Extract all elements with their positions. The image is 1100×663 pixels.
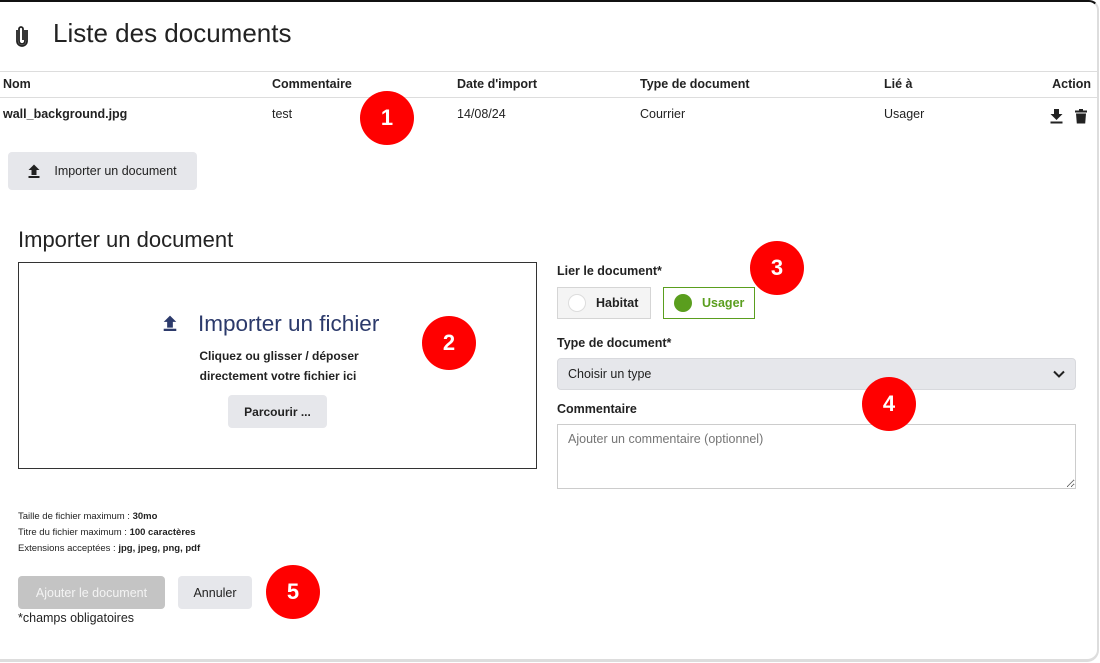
paperclip-icon [16, 26, 28, 47]
cell-type: Courrier [640, 107, 686, 121]
info-extensions: Extensions acceptées : jpg, jpeg, png, p… [18, 543, 201, 554]
col-header-action: Action [1052, 77, 1091, 91]
radio-usager[interactable]: Usager [663, 287, 755, 319]
select-value: Choisir un type [568, 367, 652, 381]
page-title: Liste des documents [53, 18, 292, 48]
col-header-type: Type de document [640, 77, 750, 91]
radio-habitat-label: Habitat [596, 296, 639, 310]
type-label: Type de document* [557, 336, 672, 350]
form-title: Importer un document [18, 227, 234, 252]
col-header-date: Date d'import [457, 77, 538, 91]
dropzone-hint-1: Cliquez ou glisser / déposer [199, 349, 359, 363]
cell-date: 14/08/24 [457, 107, 506, 121]
radio-checked-icon [674, 294, 692, 312]
divider [0, 71, 1097, 72]
upload-icon [163, 315, 177, 331]
link-label: Lier le document* [557, 264, 662, 278]
document-type-select[interactable]: Choisir un type [557, 358, 1076, 390]
annotation-badge: 2 [422, 316, 476, 370]
annotation-badge: 1 [360, 91, 414, 145]
cell-lie: Usager [884, 107, 925, 121]
cancel-button[interactable]: Annuler [178, 576, 252, 609]
chevron-down-icon [1053, 370, 1065, 378]
radio-usager-label: Usager [702, 296, 745, 310]
annotation-badge: 5 [266, 565, 320, 619]
radio-circle-icon [568, 294, 586, 312]
cell-commentaire: test [272, 107, 293, 121]
comment-label: Commentaire [557, 402, 637, 416]
download-icon[interactable] [1050, 109, 1063, 124]
dropzone[interactable]: Importer un fichier Cliquez ou glisser /… [18, 262, 537, 469]
divider [0, 97, 1097, 98]
radio-habitat[interactable]: Habitat [557, 287, 651, 319]
info-max-title: Titre du fichier maximum : 100 caractère… [18, 527, 196, 538]
col-header-nom: Nom [3, 77, 31, 91]
dropzone-title: Importer un fichier [198, 311, 380, 336]
col-header-lie: Lié à [884, 77, 913, 91]
dropzone-hint-2: directement votre fichier ici [199, 369, 357, 383]
import-document-button[interactable]: Importer un document [8, 152, 197, 190]
browse-button[interactable]: Parcourir ... [228, 395, 327, 428]
info-max-size: Taille de fichier maximum : 30mo [18, 511, 158, 522]
trash-icon[interactable] [1075, 109, 1087, 124]
submit-button[interactable]: Ajouter le document [18, 576, 165, 609]
col-header-commentaire: Commentaire [272, 77, 352, 91]
import-document-label: Importer un document [54, 164, 177, 178]
required-note: *champs obligatoires [18, 611, 135, 625]
comment-textarea[interactable] [557, 424, 1076, 489]
annotation-badge: 4 [862, 377, 916, 431]
cell-nom: wall_background.jpg [3, 107, 128, 121]
upload-icon [28, 164, 40, 178]
annotation-badge: 3 [750, 241, 804, 295]
